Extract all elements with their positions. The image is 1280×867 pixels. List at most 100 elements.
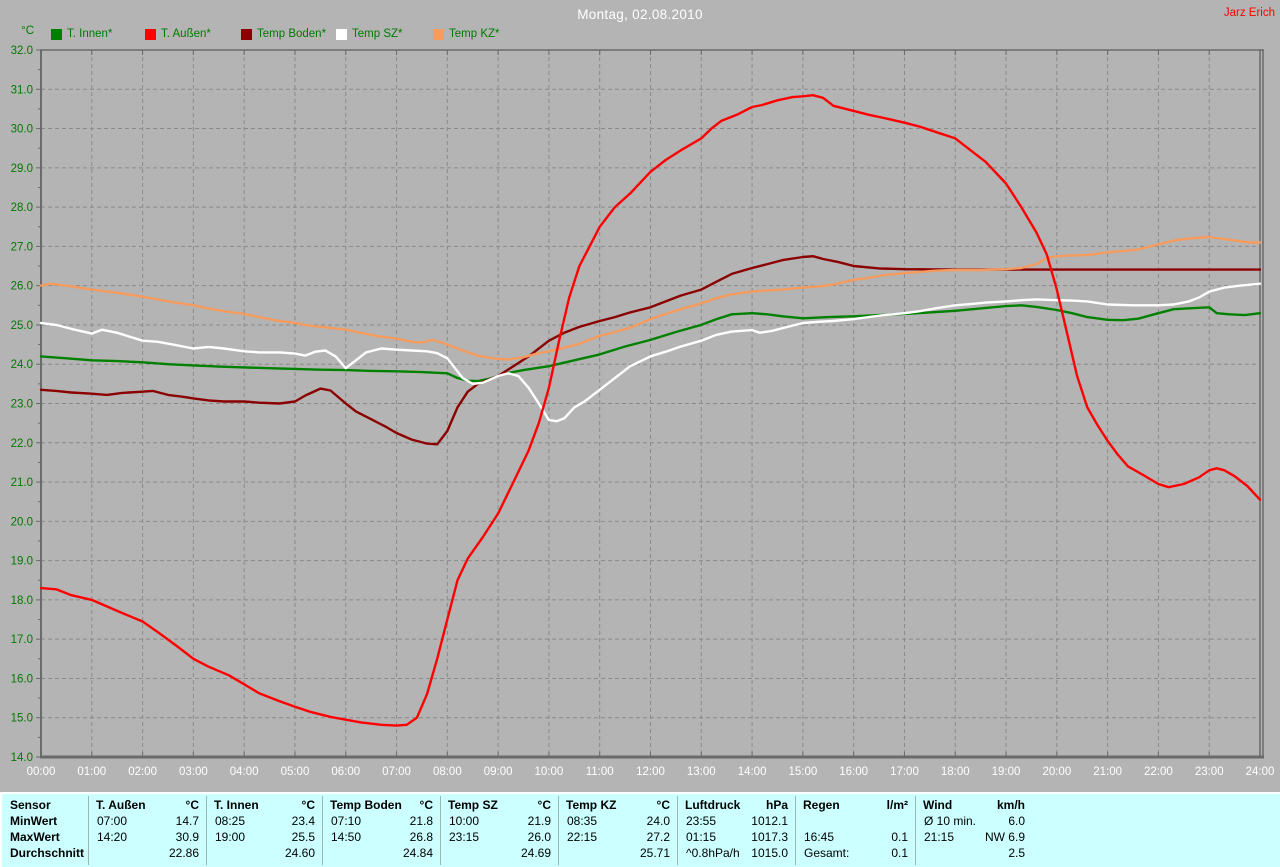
- stats-value: 24.60: [284, 846, 315, 860]
- stats-value: 24.84: [402, 846, 433, 860]
- column-divider: [677, 796, 678, 865]
- legend-label: Temp KZ*: [449, 28, 500, 40]
- y-tick-label: 23.0: [11, 399, 33, 411]
- stats-group-unit: hPa: [765, 798, 788, 812]
- stats-group-unit: °C: [419, 798, 433, 812]
- stats-group-name-temp-kz: Temp KZ: [566, 798, 617, 812]
- series-temp-boden: [39, 255, 1262, 446]
- stats-time: 14:20: [97, 830, 128, 844]
- column-divider: [915, 796, 916, 865]
- y-tick-label: 21.0: [11, 477, 33, 489]
- stats-value: 22.86: [168, 846, 199, 860]
- stats-time: ^0.8hPa/h: [686, 846, 740, 860]
- legend-item-temp-boden[interactable]: Temp Boden*: [241, 28, 326, 40]
- stats-group-name-t-innen: T. Innen: [214, 798, 259, 812]
- stats-value: 0.1: [891, 830, 908, 844]
- x-tick-label: 12:00: [636, 766, 665, 778]
- stats-group-name-luftdruck: Luftdruck: [685, 798, 741, 812]
- x-tick-label: 07:00: [382, 766, 411, 778]
- stats-row-label: MaxWert: [10, 830, 60, 844]
- stats-value: 0.1: [891, 846, 908, 860]
- stats-time: 07:10: [331, 814, 362, 828]
- stats-value: 23.4: [291, 814, 315, 828]
- stats-time: Ø 10 min.: [924, 814, 977, 828]
- page-title: Montag, 02.08.2010: [577, 7, 703, 22]
- legend-label: Temp SZ*: [352, 28, 403, 40]
- x-tick-label: 10:00: [535, 766, 564, 778]
- column-divider: [795, 796, 796, 865]
- stats-time: 10:00: [449, 814, 480, 828]
- column-divider: [440, 796, 441, 865]
- stats-row-label: Sensor: [10, 798, 51, 812]
- stats-group-unit: °C: [537, 798, 551, 812]
- x-tick-label: 02:00: [128, 766, 157, 778]
- x-tick-label: 04:00: [230, 766, 259, 778]
- series-temp-kz: [39, 235, 1262, 361]
- stats-time: 08:35: [567, 814, 598, 828]
- stats-value: 21.8: [409, 814, 433, 828]
- x-tick-label: 15:00: [788, 766, 817, 778]
- legend-item-temp-kz[interactable]: Temp KZ*: [433, 28, 500, 40]
- stats-row-label: MinWert: [10, 814, 58, 828]
- y-tick-label: 32.0: [11, 45, 33, 57]
- x-tick-label: 01:00: [77, 766, 106, 778]
- legend-swatch-temp-sz: [336, 28, 347, 40]
- y-axis-unit: °C: [21, 25, 34, 37]
- temperature-chart: 32.0 31.0 30.0 29.0 28.0 27.0 26.0 25.0 24.0 23.0…: [11, 45, 1275, 778]
- stats-time: 19:00: [215, 830, 246, 844]
- stats-group-name-regen: Regen: [803, 798, 840, 812]
- stats-value: 14.7: [175, 814, 199, 828]
- stats-row-label: Durchschnitt: [10, 846, 85, 860]
- stats-group-unit: °C: [301, 798, 315, 812]
- y-tick-label: 29.0: [11, 163, 33, 175]
- stats-value: 1017.3: [751, 830, 788, 844]
- stats-value: 2.5: [1008, 846, 1025, 860]
- stats-value: 1015.0: [751, 846, 788, 860]
- stats-value: 25.71: [639, 846, 670, 860]
- x-tick-label: 13:00: [687, 766, 716, 778]
- stats-time: 14:50: [331, 830, 362, 844]
- chart-legend: T. Innen* T. Außen* Temp Boden* Temp SZ* Tem…: [0, 28, 1280, 43]
- legend-swatch-temp-boden: [241, 28, 252, 40]
- stats-value: 1012.1: [751, 814, 788, 828]
- x-tick-label: 22:00: [1144, 766, 1173, 778]
- y-tick-label: 25.0: [11, 320, 33, 332]
- legend-label: T. Innen*: [67, 28, 113, 40]
- y-tick-label: 17.0: [11, 634, 33, 646]
- legend-label: Temp Boden*: [257, 28, 327, 40]
- legend-item-t-aussen[interactable]: T. Außen*: [145, 28, 211, 40]
- x-tick-label: 08:00: [433, 766, 462, 778]
- y-tick-label: 24.0: [11, 359, 33, 371]
- stats-time: 23:15: [449, 830, 480, 844]
- x-tick-label: 24:00: [1246, 766, 1275, 778]
- y-tick-label: 16.0: [11, 673, 33, 685]
- y-tick-label: 22.0: [11, 438, 33, 450]
- x-tick-label: 16:00: [839, 766, 868, 778]
- stats-group-unit: km/h: [996, 798, 1025, 812]
- y-tick-label: 28.0: [11, 202, 33, 214]
- stats-value: 21.9: [527, 814, 551, 828]
- x-tick-label: 06:00: [331, 766, 360, 778]
- y-tick-label: 30.0: [11, 124, 33, 136]
- stats-value: 30.9: [175, 830, 199, 844]
- stats-value: NW 6.9: [984, 830, 1025, 844]
- column-divider: [88, 796, 89, 865]
- y-tick-label: 14.0: [11, 752, 33, 764]
- x-tick-label: 17:00: [890, 766, 919, 778]
- legend-item-temp-sz[interactable]: Temp SZ*: [336, 28, 403, 40]
- stats-time: 07:00: [97, 814, 128, 828]
- series-t-innen: [39, 304, 1262, 383]
- x-tick-label: 00:00: [27, 766, 56, 778]
- stats-time: 01:15: [686, 830, 717, 844]
- y-tick-label: 19.0: [11, 556, 33, 568]
- stats-group-unit: °C: [185, 798, 199, 812]
- column-divider: [558, 796, 559, 865]
- column-divider: [322, 796, 323, 865]
- legend-swatch-t-aussen: [145, 28, 156, 40]
- stats-value: 25.5: [291, 830, 315, 844]
- stats-time: 21:15: [924, 830, 955, 844]
- stats-group-name-temp-boden: Temp Boden: [330, 798, 402, 812]
- stats-time: 23:55: [686, 814, 717, 828]
- legend-item-t-innen[interactable]: T. Innen*: [51, 28, 112, 40]
